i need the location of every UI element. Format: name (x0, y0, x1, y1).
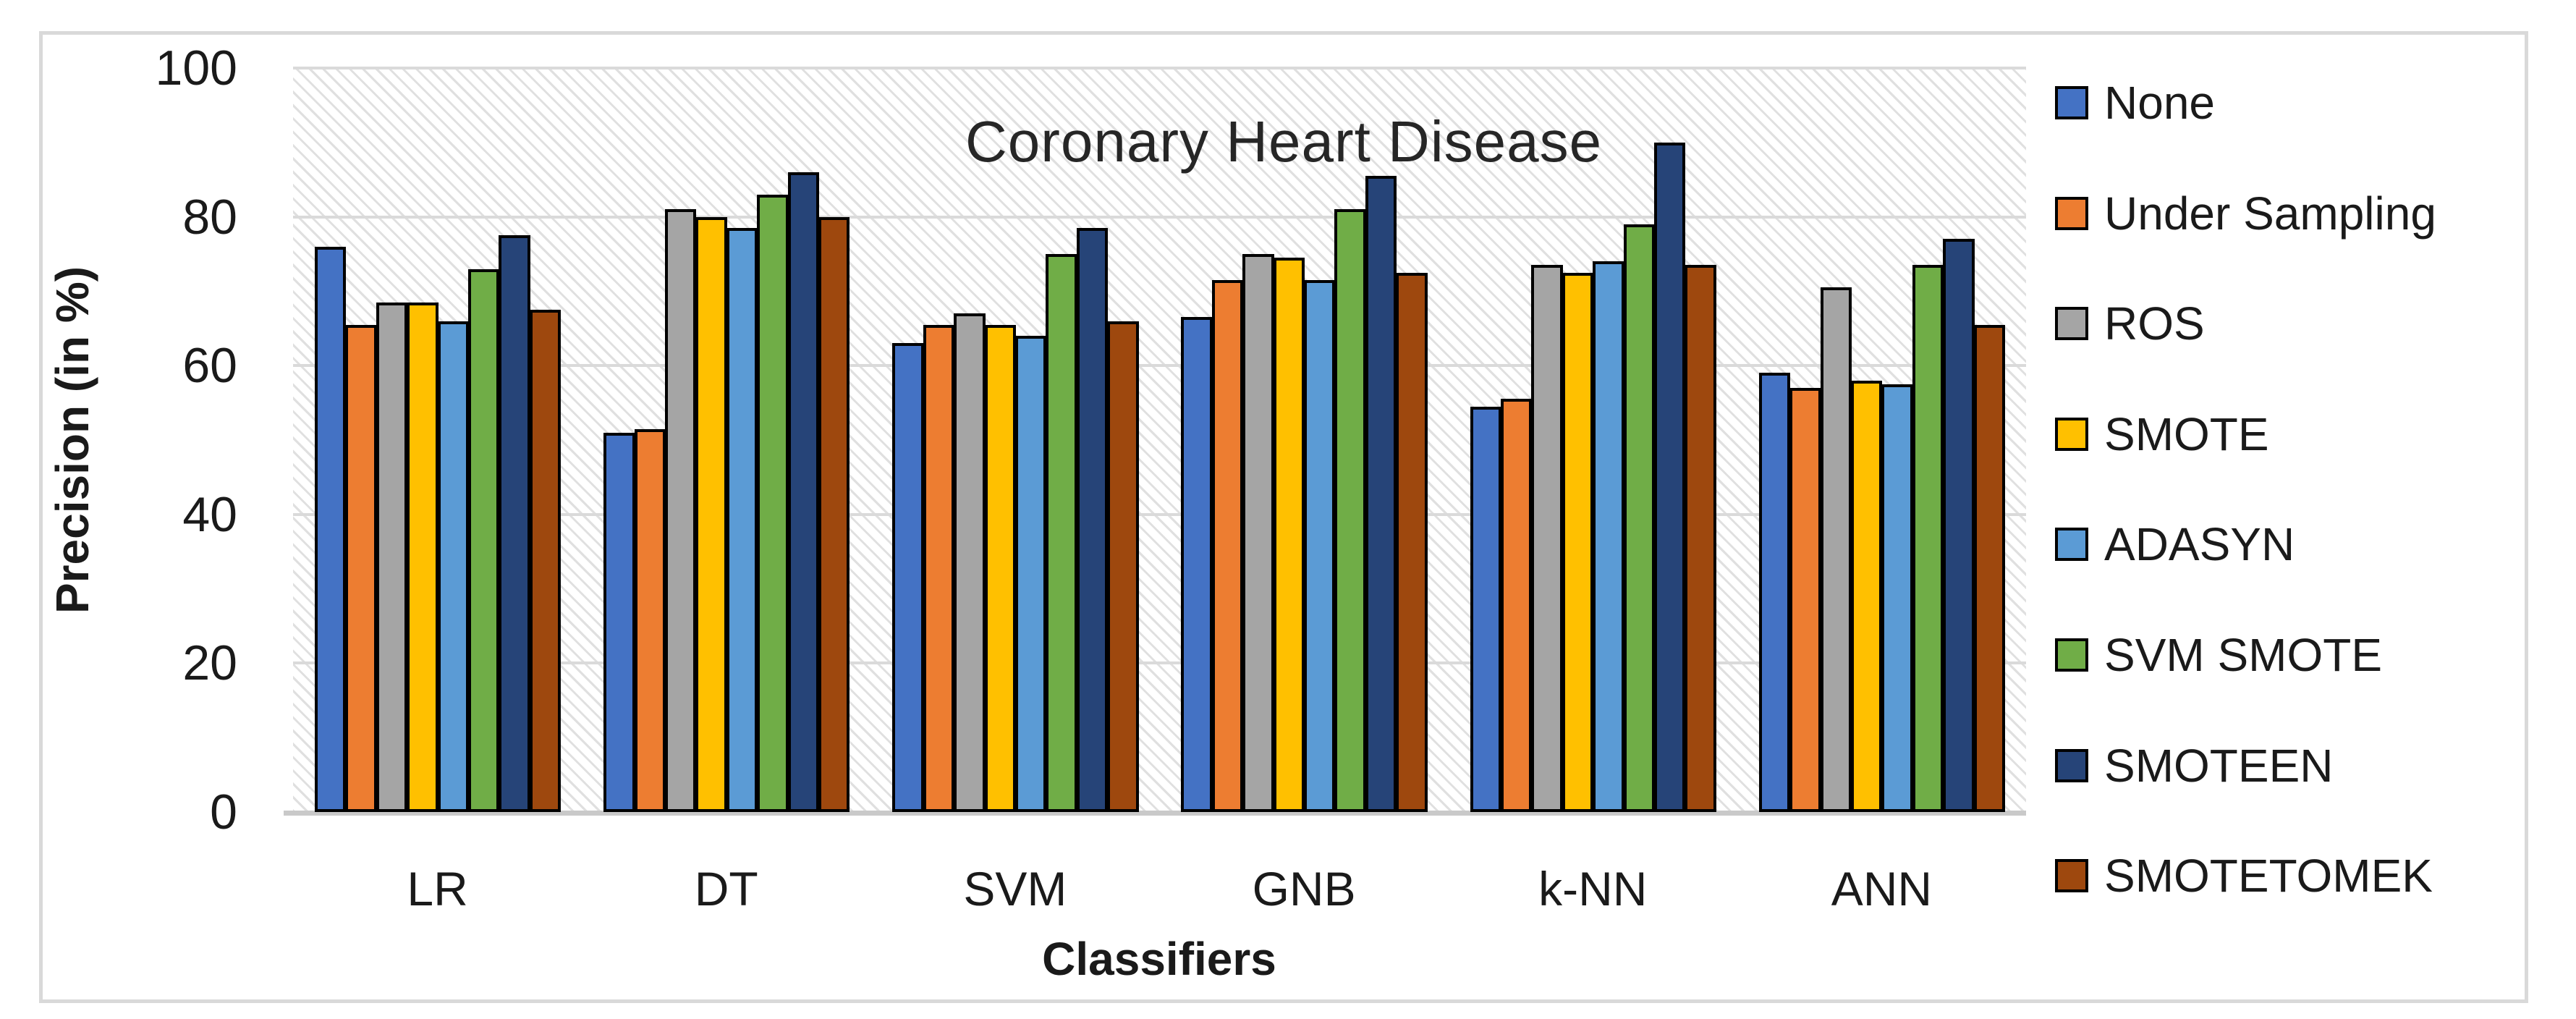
bar-SVM-ADASYN (1014, 336, 1047, 812)
y-tick-label-100: 100 (155, 41, 237, 96)
bar-DT-SMOTEEN (787, 172, 819, 812)
bar-SVM-ROS (954, 313, 986, 812)
bar-GNB-ROS (1242, 254, 1274, 812)
bar-LR-SMOTE (407, 302, 438, 812)
bar-SVM-Under-Sampling (923, 324, 955, 812)
bar-k-NN-ROS (1531, 265, 1563, 812)
x-tick-label-LR: LR (407, 862, 468, 916)
y-tick-label-20: 20 (182, 635, 237, 691)
legend-swatch-SMOTEEN (2055, 748, 2088, 782)
y-tick-label-40: 40 (182, 486, 237, 542)
legend-swatch-None (2055, 86, 2088, 119)
bar-k-NN-ADASYN (1593, 261, 1624, 812)
legend-item-SMOTE: SMOTE (2055, 402, 2269, 467)
bar-GNB-Under-Sampling (1211, 279, 1244, 812)
legend-label-SMOTE: SMOTE (2104, 407, 2269, 460)
bar-LR-SMOTEEN (499, 235, 530, 812)
legend-label-SMOTEEN: SMOTEEN (2104, 739, 2334, 792)
bar-ANN-SMOTE (1851, 380, 1883, 812)
gridline-40 (293, 512, 2026, 516)
bar-SVM-SMOTE (984, 324, 1016, 812)
bar-GNB-None (1181, 317, 1213, 812)
x-tick-label-k-NN: k-NN (1538, 862, 1648, 916)
legend-swatch-Under-Sampling (2055, 196, 2088, 230)
bar-k-NN-SMOTEEN (1654, 142, 1686, 812)
bar-DT-ADASYN (726, 228, 758, 812)
bar-k-NN-Under-Sampling (1501, 399, 1533, 812)
bar-DT-None (603, 432, 635, 812)
legend-label-SMOTETOMEK: SMOTETOMEK (2104, 850, 2433, 902)
bar-ANN-Under-Sampling (1789, 388, 1821, 812)
legend-item-SMOTEEN: SMOTEEN (2055, 733, 2333, 798)
gridline-100 (293, 67, 2026, 69)
x-tick-label-ANN: ANN (1831, 862, 1933, 916)
legend-swatch-SVM-SMOTE (2055, 638, 2088, 672)
x-tick-label-GNB: GNB (1252, 862, 1356, 916)
bar-GNB-ADASYN (1304, 279, 1336, 812)
bar-LR-ADASYN (437, 321, 469, 812)
y-tick-label-80: 80 (182, 189, 237, 245)
legend: None Under Sampling ROS SMOTE ADASYN SVM SMOT… (2055, 0, 2533, 1019)
bar-k-NN-SMOTE (1562, 272, 1594, 812)
legend-label-ROS: ROS (2104, 297, 2205, 350)
y-tick-label-60: 60 (182, 338, 237, 394)
bar-GNB-SVM-SMOTE (1334, 209, 1366, 812)
legend-swatch-ROS (2055, 307, 2088, 341)
legend-swatch-SMOTE (2055, 417, 2088, 451)
bar-SVM-SMOTETOMEK (1107, 321, 1139, 812)
bar-SVM-SMOTEEN (1076, 228, 1109, 812)
bar-k-NN-None (1470, 406, 1501, 812)
x-axis-title: Classifiers (1042, 933, 1276, 985)
y-tick-label-0: 0 (210, 785, 237, 840)
legend-item-SMOTETOMEK: SMOTETOMEK (2055, 843, 2433, 908)
legend-label-SVM-SMOTE: SVM SMOTE (2104, 629, 2383, 681)
legend-item-Under-Sampling: Under Sampling (2055, 181, 2436, 246)
bar-GNB-SMOTEEN (1365, 176, 1397, 812)
x-axis-line (284, 811, 2026, 816)
bar-ANN-SMOTETOMEK (1973, 324, 2006, 812)
gridline-20 (293, 661, 2026, 665)
bar-k-NN-SMOTETOMEK (1685, 265, 1716, 812)
bar-LR-Under-Sampling (345, 324, 377, 812)
bar-DT-SVM-SMOTE (757, 194, 789, 812)
gridline-60 (293, 364, 2026, 368)
gridline-80 (293, 215, 2026, 219)
legend-item-SVM-SMOTE: SVM SMOTE (2055, 622, 2382, 688)
legend-label-ADASYN: ADASYN (2104, 518, 2295, 571)
chart-title: Coronary Heart Disease (965, 109, 1603, 174)
bar-DT-ROS (664, 209, 697, 812)
bar-DT-SMOTE (695, 216, 727, 812)
legend-label-None: None (2104, 77, 2215, 129)
bar-LR-None (314, 246, 347, 812)
bar-SVM-SVM-SMOTE (1046, 254, 1077, 812)
legend-item-None: None (2055, 70, 2215, 135)
x-tick-label-SVM: SVM (963, 862, 1067, 916)
bar-ANN-SMOTEEN (1943, 239, 1975, 812)
bar-ANN-ADASYN (1881, 384, 1913, 812)
bar-SVM-None (892, 343, 924, 812)
bar-GNB-SMOTETOMEK (1396, 272, 1428, 812)
legend-label-Under-Sampling: Under Sampling (2104, 187, 2436, 240)
plot-area (293, 68, 2026, 812)
y-axis-title: Precision (in %) (46, 266, 98, 614)
bar-LR-SMOTETOMEK (529, 310, 562, 812)
bar-k-NN-SVM-SMOTE (1623, 224, 1656, 812)
legend-swatch-ADASYN (2055, 528, 2088, 562)
bar-LR-ROS (376, 302, 408, 812)
x-tick-label-DT: DT (694, 862, 758, 916)
bar-ANN-SVM-SMOTE (1912, 265, 1944, 812)
legend-item-ADASYN: ADASYN (2055, 512, 2295, 577)
bar-ANN-None (1758, 373, 1791, 812)
bar-LR-SVM-SMOTE (467, 269, 500, 812)
bar-DT-Under-Sampling (634, 428, 666, 812)
bar-GNB-SMOTE (1273, 258, 1305, 812)
legend-swatch-SMOTETOMEK (2055, 859, 2088, 893)
bar-DT-SMOTETOMEK (818, 216, 850, 812)
legend-item-ROS: ROS (2055, 291, 2205, 356)
bar-ANN-ROS (1820, 287, 1852, 812)
